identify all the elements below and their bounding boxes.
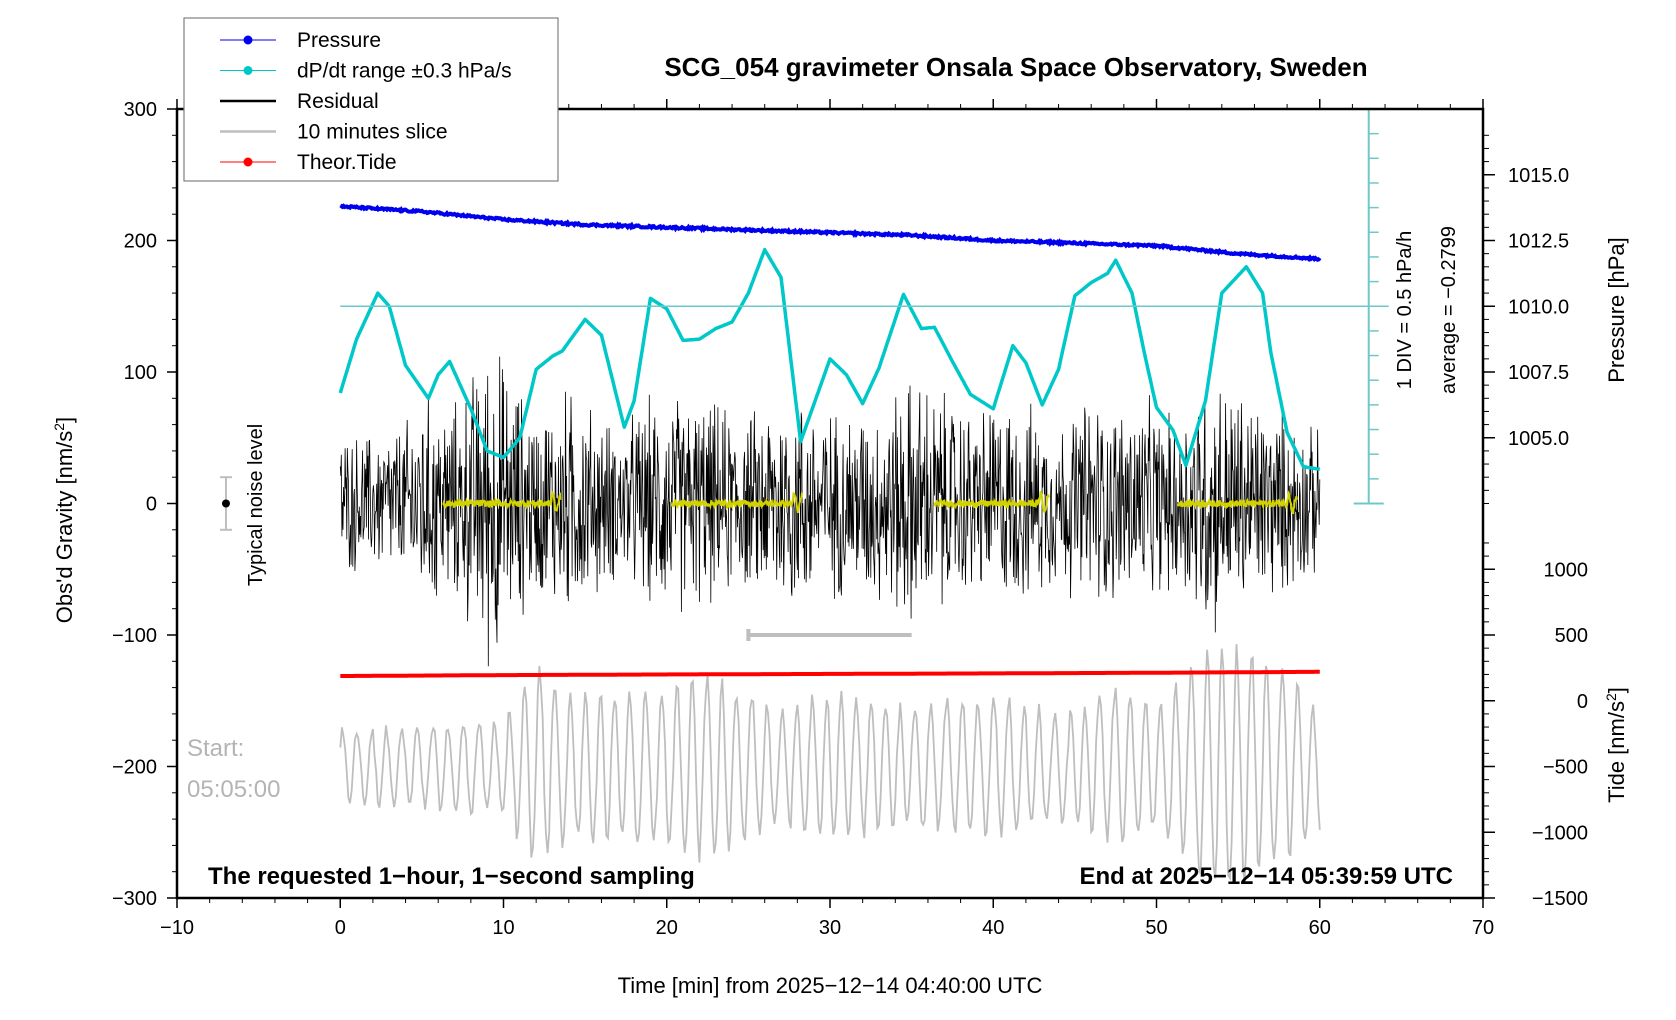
series-layer — [219, 108, 1389, 882]
y-axis-label-gravity-end: ] — [52, 417, 77, 423]
pressure-tick-label: 1005.0 — [1508, 428, 1569, 450]
y-axis-label-tide-text: Tide [nm/s — [1604, 701, 1629, 803]
y-axis-label-tide: Tide [nm/s2] — [1603, 687, 1629, 803]
y-axis-label-pressure: Pressure [hPa] — [1604, 237, 1629, 383]
pressure-tick-label: 1012.5 — [1508, 231, 1569, 253]
legend-swatch-marker — [243, 157, 253, 167]
x-tick-label: 20 — [656, 917, 678, 939]
residual-line — [339, 356, 1321, 667]
legend-label: Pressure — [297, 29, 381, 52]
detail-trace-segment-3 — [1176, 489, 1298, 515]
legend-label: dP/dt range ±0.3 hPa/s — [297, 60, 512, 83]
dpdt-division-annotation: 1 DIV = 0.5 hPa/h — [1394, 231, 1416, 389]
slice-start-label: Start: — [187, 735, 244, 762]
y-axis-label-tide-end: ] — [1604, 687, 1629, 693]
pressure-tick-label: 1007.5 — [1508, 362, 1569, 384]
tide-tick-label: −1000 — [1532, 822, 1588, 844]
detail-trace-segment-2 — [933, 491, 1050, 513]
y-axis-label-gravity: Obs'd Gravity [nm/s2] — [51, 417, 77, 623]
y-tick-label: 200 — [124, 231, 157, 253]
x-tick-label: −10 — [160, 917, 194, 939]
legend-label: Theor.Tide — [297, 151, 397, 174]
legend: Pressure dP/dt range ±0.3 hPa/s Residual 10… — [183, 17, 559, 182]
x-tick-label: 10 — [492, 917, 514, 939]
dpdt-average-annotation: average = −0.2799 — [1438, 226, 1460, 394]
x-tick-label: 30 — [819, 917, 841, 939]
y-tick-label: −300 — [112, 888, 157, 910]
slice-line — [339, 644, 1321, 882]
tide-tick-label: −500 — [1543, 757, 1588, 779]
dpdt-line — [338, 247, 1321, 472]
y-tick-label: 300 — [124, 99, 157, 121]
theor-tide-line — [340, 669, 1320, 678]
chart-title: SCG_054 gravimeter Onsala Space Observat… — [664, 52, 1367, 82]
legend-swatch-marker — [243, 35, 253, 45]
x-tick-label: 40 — [982, 917, 1004, 939]
x-tick-label: 0 — [335, 917, 346, 939]
y-tick-label: −100 — [112, 625, 157, 647]
legend-box — [183, 17, 559, 182]
x-tick-label: 60 — [1309, 917, 1331, 939]
slice-start-time: 05:05:00 — [187, 776, 280, 803]
y-tick-label: −200 — [112, 757, 157, 779]
end-time-note: End at 2025−12−14 05:39:59 UTC — [1079, 863, 1453, 890]
sampling-note: The requested 1−hour, 1−second sampling — [208, 863, 695, 890]
legend-swatch-marker — [243, 66, 253, 75]
pressure-tick-label: 1015.0 — [1508, 165, 1569, 187]
axes-layer: −10 0 10 20 30 40 50 60 70−300−200−1000100200300… — [112, 99, 1588, 939]
tide-tick-label: 500 — [1555, 625, 1588, 647]
y-tick-label: 100 — [124, 362, 157, 384]
noise-center-dot — [221, 499, 230, 508]
tide-tick-label: 1000 — [1544, 559, 1589, 581]
noise-level-label: Typical noise level — [245, 424, 267, 586]
y-axis-label-gravity-sup: 2 — [51, 423, 67, 431]
legend-label: 10 minutes slice — [297, 121, 448, 144]
y-axis-label-gravity-text: Obs'd Gravity [nm/s — [52, 431, 77, 623]
tide-tick-label: 0 — [1577, 691, 1588, 713]
detail-trace-segment-0 — [442, 491, 562, 512]
y-axis-label-tide-sup: 2 — [1603, 693, 1619, 701]
x-tick-label: 70 — [1472, 917, 1494, 939]
legend-label: Residual — [297, 90, 379, 113]
x-axis-label: Time [min] from 2025−12−14 04:40:00 UTC — [618, 973, 1043, 998]
detail-trace-segment-1 — [670, 491, 804, 514]
tide-tick-label: −1500 — [1532, 888, 1588, 910]
pressure-line — [339, 203, 1322, 263]
pressure-tick-label: 1010.0 — [1508, 296, 1569, 318]
y-tick-label: 0 — [146, 494, 157, 516]
x-tick-label: 50 — [1145, 917, 1167, 939]
legend-entries: Pressure dP/dt range ±0.3 hPa/s Residual 10… — [220, 29, 512, 174]
